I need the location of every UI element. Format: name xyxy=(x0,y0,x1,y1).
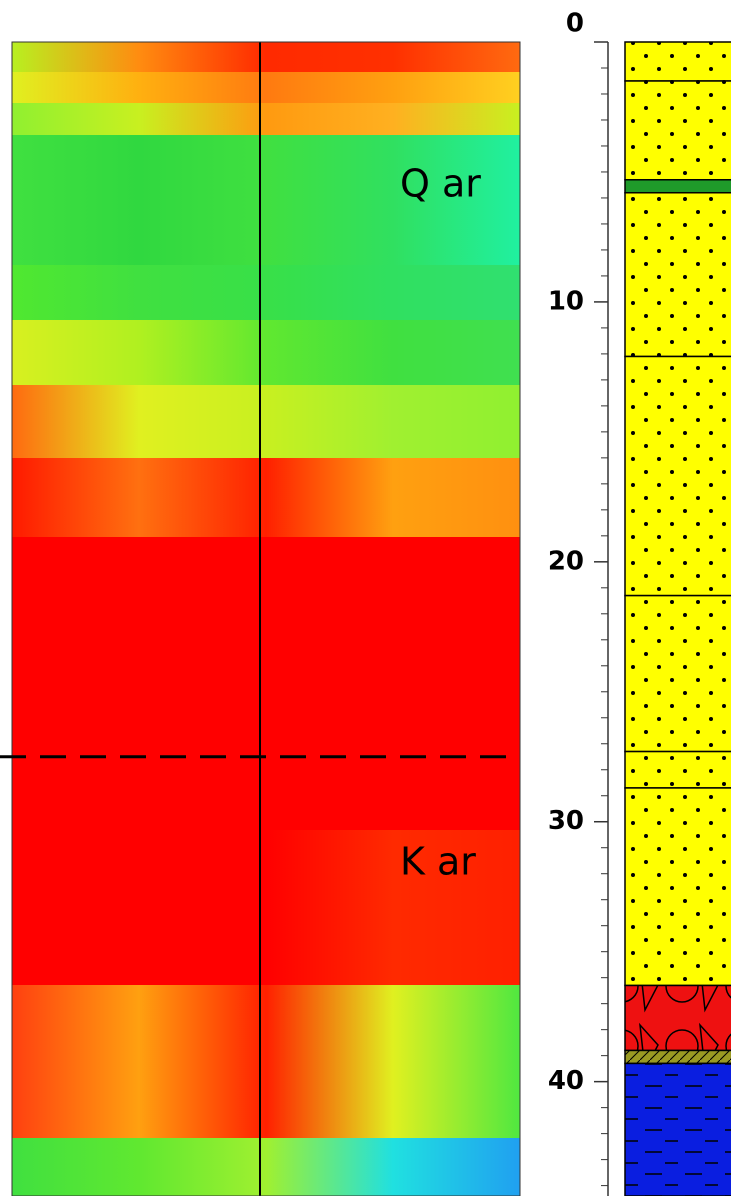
section-band xyxy=(12,42,520,73)
section-band xyxy=(12,830,520,986)
y-tick-label: 40 xyxy=(548,1066,584,1096)
section-band xyxy=(12,1138,520,1196)
lithology-pattern xyxy=(625,751,731,788)
lithology-pattern xyxy=(625,1050,731,1064)
lithology-pattern xyxy=(625,80,731,180)
section-band xyxy=(12,458,520,538)
section-band xyxy=(12,385,520,459)
lithology-pattern xyxy=(625,985,731,1051)
lithology-pattern xyxy=(625,787,731,986)
section-frame xyxy=(11,41,521,1196)
lithology-layer xyxy=(624,179,731,194)
lithology-pattern xyxy=(625,1063,731,1196)
y-tick-label: 10 xyxy=(548,286,584,316)
y-tick-label: 20 xyxy=(548,546,584,576)
section-band xyxy=(12,320,520,386)
lithology-pattern xyxy=(625,356,731,596)
lithology-pattern xyxy=(625,595,731,752)
lithology-pattern xyxy=(625,192,731,357)
y-tick-label: 0 xyxy=(566,9,584,39)
resistivity-section xyxy=(12,42,520,1196)
section-band xyxy=(12,135,520,266)
annotation: K ar xyxy=(400,840,476,884)
section-band xyxy=(12,985,520,1139)
section-band xyxy=(12,537,520,831)
y-tick-label: 30 xyxy=(548,806,584,836)
section-band xyxy=(12,265,520,321)
lithology-pattern xyxy=(625,42,731,81)
section-band xyxy=(12,72,520,104)
section-band xyxy=(12,103,520,136)
annotation: Q ar xyxy=(400,162,481,206)
